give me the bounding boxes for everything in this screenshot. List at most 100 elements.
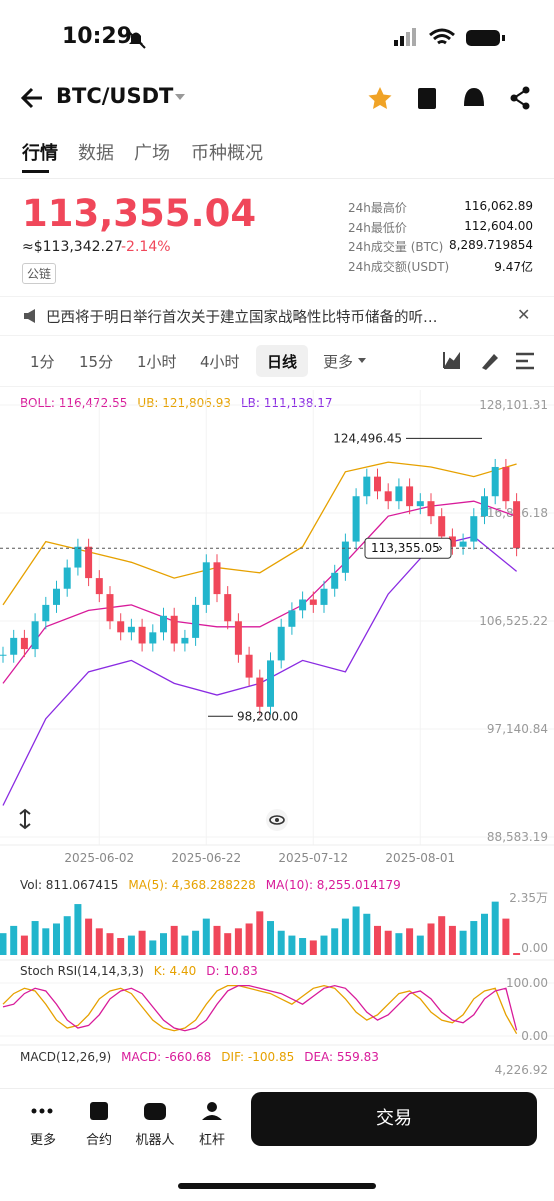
share[interactable] [510, 86, 530, 110]
candle-body [74, 546, 82, 568]
settings-tool[interactable] [516, 352, 534, 370]
volume-bar [331, 928, 339, 955]
draw-tool[interactable] [482, 354, 498, 370]
volume-bar [352, 906, 360, 955]
volume-bar [127, 935, 135, 955]
candle-body [352, 496, 360, 542]
header-icons [368, 86, 530, 110]
alert[interactable] [464, 88, 484, 106]
pair-title[interactable]: BTC/USDT [56, 84, 174, 108]
interval[interactable]: 15分 [79, 353, 114, 371]
divider [0, 178, 554, 179]
candle-body [309, 599, 317, 605]
stat-label: 24h最高价 [348, 201, 407, 215]
volume-bar [256, 911, 264, 955]
volume-bar [341, 918, 349, 955]
candle-body [224, 594, 232, 622]
volume-bar [170, 925, 178, 955]
volume-bar [470, 921, 478, 955]
volume-bar [513, 953, 521, 955]
interval[interactable]: 日线 [267, 353, 298, 371]
nav-item[interactable]: 机器人 [135, 1133, 175, 1148]
candle-body [320, 588, 328, 605]
candle-body [406, 486, 414, 507]
view-toggle[interactable] [265, 808, 289, 832]
macd-tick-label: 4,226.92 [495, 1063, 548, 1077]
interval[interactable]: 4小时 [200, 353, 240, 371]
volume-bar [74, 904, 82, 955]
candle-body [106, 594, 114, 622]
nav-item[interactable]: 杠杆 [198, 1133, 226, 1148]
candle-body [459, 541, 467, 547]
volume-bar [234, 928, 242, 955]
nav-item[interactable]: 合约 [85, 1133, 113, 1148]
volume-bar [267, 921, 274, 955]
interval-selected-bg [256, 345, 308, 377]
volume-bar [406, 928, 414, 955]
volume-bar [481, 913, 488, 955]
interval[interactable]: 1小时 [137, 353, 177, 371]
candle-body [127, 626, 135, 633]
tab[interactable]: 数据 [78, 143, 114, 164]
candle-body [42, 604, 50, 622]
volume-legend: Vol: 811.067415 [20, 878, 118, 892]
stat-value: 116,062.89 [464, 199, 533, 213]
scale-toggle[interactable] [14, 808, 36, 830]
candle-body [85, 546, 93, 579]
divider [0, 386, 554, 387]
interval[interactable]: 更多 [323, 353, 354, 371]
more-dropdown[interactable] [357, 357, 367, 365]
volume-bar [85, 918, 93, 955]
candle-body [277, 626, 285, 661]
candle-body [363, 476, 371, 497]
trade-button[interactable]: 交易 [251, 1092, 537, 1146]
nav-item[interactable]: 更多 [29, 1133, 57, 1148]
candle-body [502, 466, 510, 502]
volume-bar [63, 916, 71, 955]
volume-bar [438, 916, 446, 955]
volume-tick-label: 2.35万 [509, 891, 548, 905]
candle-body [299, 599, 307, 611]
volume-bar [10, 925, 18, 955]
volume-bar [374, 925, 381, 955]
volume-bar [502, 918, 510, 955]
interval[interactable]: 1分 [30, 353, 55, 371]
volume-bar [42, 928, 50, 955]
stat-label: 24h最低价 [348, 220, 407, 235]
stat-label: 24h成交量 (BTC) [348, 240, 444, 254]
volume-bar [0, 933, 7, 955]
x-tick-label: 2025-08-01 [385, 851, 455, 865]
pair-dropdown[interactable] [174, 92, 186, 102]
y-tick-label: 97,140.84 [487, 722, 548, 736]
indicator-line [2, 984, 518, 1034]
tab[interactable]: 币种概况 [191, 143, 263, 164]
volume-bar [138, 930, 146, 955]
stoch-tick-label: 100.00 [506, 976, 548, 990]
volume-bar [31, 921, 39, 955]
volume-bar [192, 930, 200, 955]
volume-bar [149, 940, 157, 955]
indicator-tool[interactable] [443, 351, 460, 369]
back-button[interactable] [20, 86, 46, 110]
candle-body [470, 516, 478, 542]
candle-body [384, 491, 392, 502]
notes[interactable] [418, 88, 436, 109]
x-tick-label: 2025-07-12 [278, 851, 348, 865]
divider [0, 335, 554, 336]
candle-body [31, 621, 39, 650]
y-tick-label: 128,101.31 [479, 398, 548, 412]
mute-icon [126, 29, 146, 49]
news-text[interactable]: 巴西将于明日举行首次关于建立国家战略性比特币储备的听… [46, 310, 438, 326]
tab[interactable]: 广场 [134, 143, 170, 164]
y-tick-label: 88,583.19 [487, 830, 548, 844]
news-close[interactable]: ✕ [517, 305, 531, 324]
volume-bar [459, 930, 467, 955]
tab[interactable]: 行情 [22, 143, 58, 164]
volume-bar [288, 935, 296, 955]
tab-underline [22, 170, 49, 173]
stoch-tick-label: 0.00 [521, 1029, 548, 1043]
candle-body [117, 621, 125, 633]
chain-tag[interactable]: 公链 [22, 263, 57, 284]
favorite[interactable] [368, 87, 392, 109]
candle-body [181, 637, 189, 644]
